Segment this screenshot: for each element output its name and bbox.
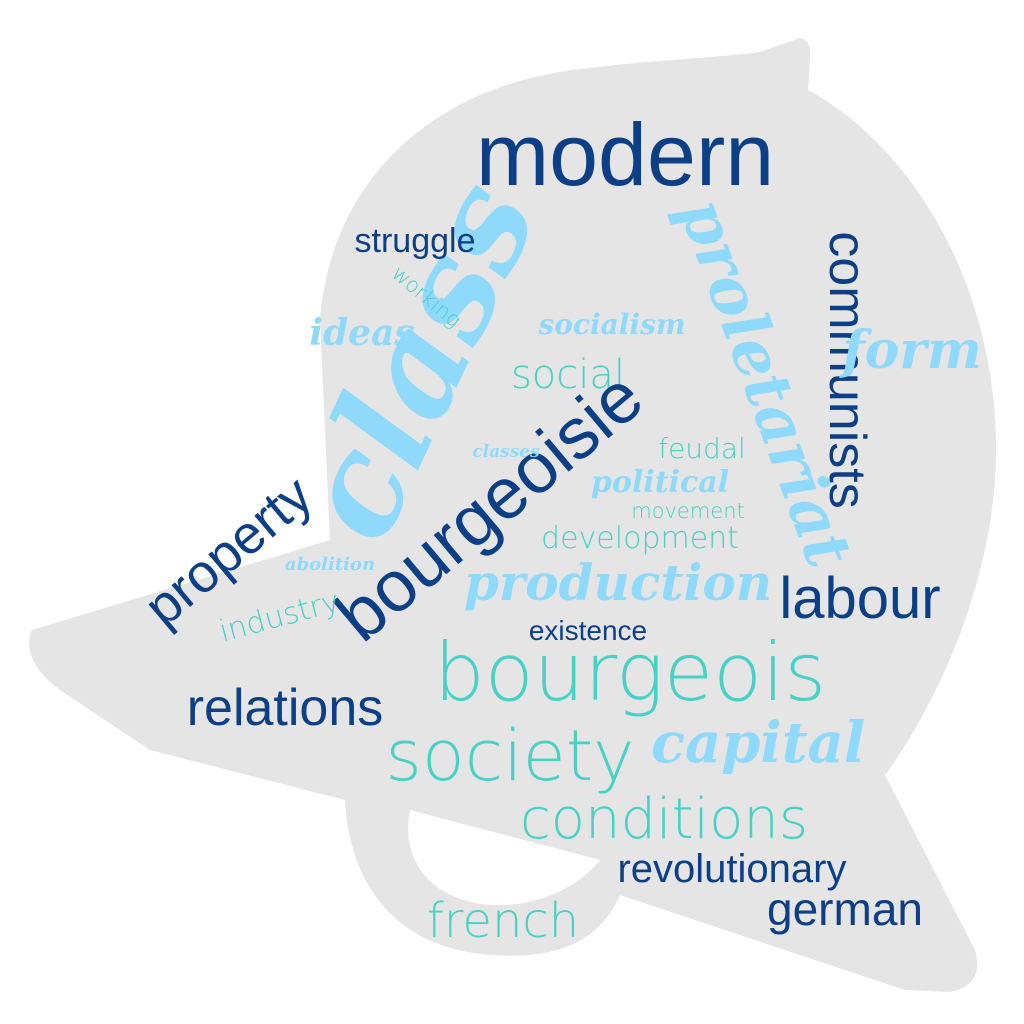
- word-production: production: [464, 553, 772, 612]
- bell-shape: [29, 38, 997, 992]
- word-modern: modern: [476, 105, 774, 204]
- word-socialism: socialism: [538, 308, 686, 341]
- word-existence: existence: [529, 615, 647, 646]
- word-german: german: [767, 883, 923, 935]
- word-conditions: conditions: [520, 787, 808, 852]
- word-political: political: [591, 465, 729, 500]
- word-abolition: abolition: [285, 554, 375, 575]
- word-feudal: feudal: [658, 432, 746, 465]
- word-society: society: [385, 715, 634, 797]
- bell-body: [29, 38, 997, 992]
- word-revolutionary: revolutionary: [617, 847, 846, 891]
- word-labour: labour: [779, 566, 940, 631]
- word-french: french: [427, 893, 579, 949]
- word-struggle: struggle: [355, 222, 476, 260]
- word-social: social: [511, 352, 625, 398]
- word-classes: classes: [472, 442, 540, 462]
- word-ideas: ideas: [309, 312, 414, 354]
- word-relations: relations: [187, 679, 384, 737]
- word-development: development: [541, 521, 739, 556]
- word-communists: communists: [818, 231, 876, 508]
- word-bourgeois: bourgeois: [434, 626, 826, 719]
- bell-inner-hole: [408, 810, 600, 906]
- word-capital: capital: [651, 710, 865, 776]
- word-form: form: [838, 320, 981, 381]
- word-movement: movement: [631, 499, 745, 523]
